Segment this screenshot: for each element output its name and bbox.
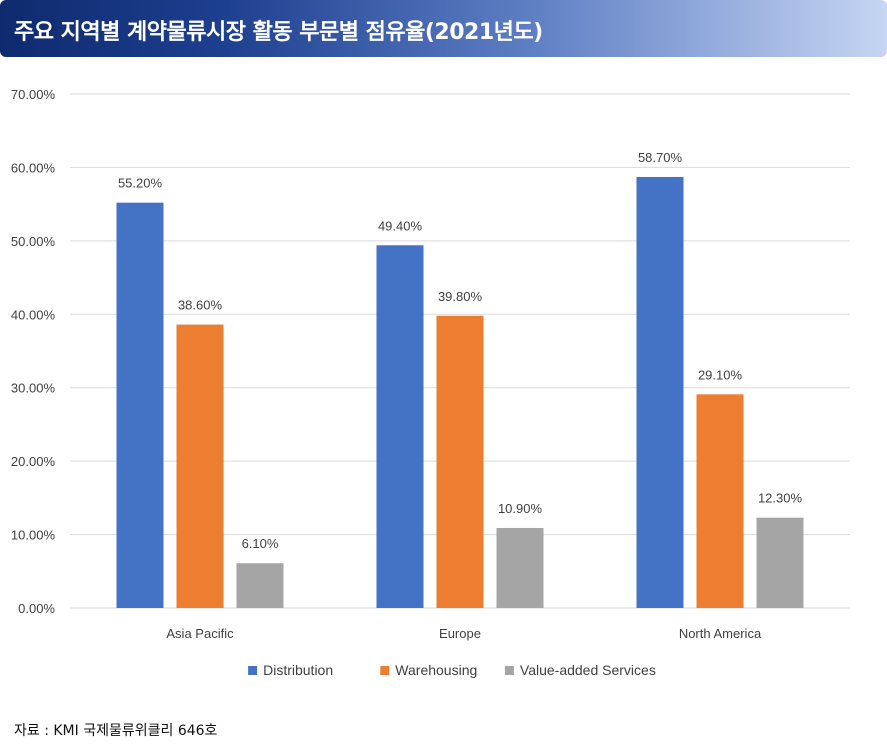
bar-value-added-services <box>236 563 284 608</box>
data-label: 49.40% <box>378 218 423 233</box>
data-label: 55.20% <box>118 176 163 191</box>
chart-container: 0.00% 10.00% 20.00% 30.00% 40.00% 50.00% 60.00… <box>0 66 887 706</box>
legend-label: Warehousing <box>395 662 477 678</box>
y-tick-label: 10.00% <box>11 528 56 543</box>
data-label: 39.80% <box>438 289 483 304</box>
x-tick-label: North America <box>679 626 762 641</box>
data-label: 38.60% <box>178 298 223 313</box>
data-label: 12.30% <box>758 491 803 506</box>
y-tick-label: 60.00% <box>11 160 56 175</box>
legend-label: Value-added Services <box>520 662 656 678</box>
bar-chart: 0.00% 10.00% 20.00% 30.00% 40.00% 50.00% 60.00… <box>11 87 850 678</box>
bar-distribution <box>376 245 424 608</box>
data-label: 29.10% <box>698 367 743 382</box>
y-tick-label: 30.00% <box>11 381 56 396</box>
x-tick-label: Europe <box>439 626 481 641</box>
x-tick-label: Asia Pacific <box>166 626 234 641</box>
legend-swatch <box>380 666 390 675</box>
bar-distribution <box>636 176 684 608</box>
y-tick-label: 0.00% <box>18 601 55 616</box>
bar-distribution <box>116 202 164 608</box>
source-note: 자료 : KMI 국제물류위클리 646호 <box>14 723 218 739</box>
data-label: 58.70% <box>638 150 683 165</box>
bar-warehousing <box>436 315 484 608</box>
page-title: 주요 지역별 계약물류시장 활동 부문별 점유율(2021년도) <box>14 20 543 45</box>
bar-value-added-services <box>756 517 804 608</box>
legend-swatch <box>504 666 514 675</box>
data-label: 10.90% <box>498 501 543 516</box>
bar-value-added-services <box>496 527 544 608</box>
legend-label: Distribution <box>263 662 333 678</box>
title-bar: 주요 지역별 계약물류시장 활동 부문별 점유율(2021년도) <box>0 0 887 57</box>
y-tick-label: 40.00% <box>11 307 56 322</box>
legend-swatch <box>248 666 258 675</box>
bar-warehousing <box>176 324 224 608</box>
bar-warehousing <box>696 394 744 608</box>
y-tick-label: 70.00% <box>11 87 56 102</box>
y-tick-label: 50.00% <box>11 234 56 249</box>
y-tick-label: 20.00% <box>11 454 56 469</box>
data-label: 6.10% <box>242 536 279 551</box>
